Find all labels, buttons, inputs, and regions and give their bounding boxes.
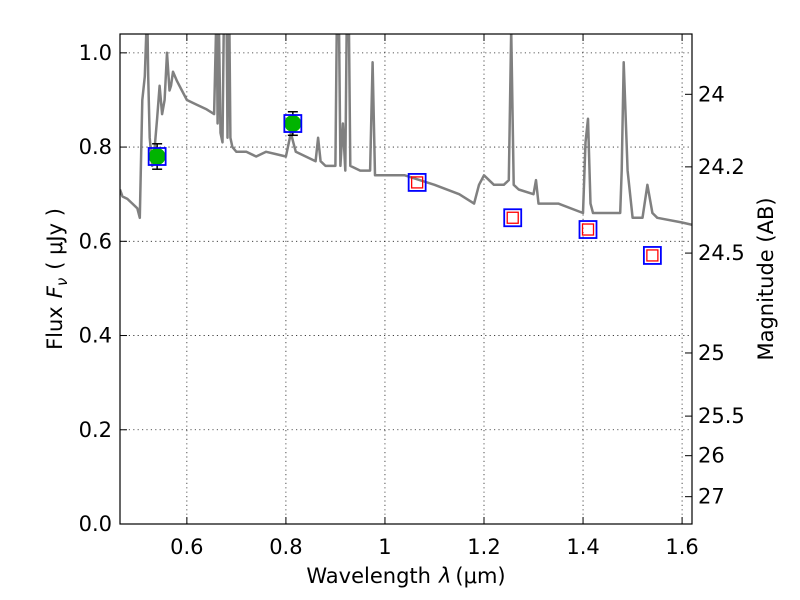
model-square: [642, 246, 662, 265]
y2-tick-label: 25: [698, 341, 725, 365]
y2-tick-label: 24.2: [698, 155, 745, 179]
y2-axis-label: Magnitude (AB): [754, 197, 778, 360]
y2-tick-label: 24: [698, 82, 725, 106]
model-square: [578, 220, 598, 239]
y-tick-label: 0.6: [79, 229, 112, 253]
model-square: [283, 114, 303, 133]
plot-area: [120, 34, 692, 265]
predicted-square: [506, 211, 519, 224]
observed-point: [284, 115, 302, 133]
y2-tick-label: 25.5: [698, 404, 745, 428]
model-square: [407, 173, 427, 192]
predicted-square: [646, 249, 659, 262]
plot-frame: [119, 33, 693, 525]
y2-tick-label: 24.5: [698, 241, 745, 265]
y-tick-label: 0.8: [79, 135, 112, 159]
y-tick-label: 0.0: [79, 512, 112, 536]
y-tick-label: 0.4: [79, 324, 112, 348]
x-tick-label: 1.4: [566, 535, 599, 559]
y-tick-label: 0.2: [79, 418, 112, 442]
x-tick-label: 1.2: [467, 535, 500, 559]
spectrum-line: [120, 34, 692, 227]
x-tick-label: 0.8: [269, 535, 302, 559]
model-square: [147, 147, 167, 166]
x-tick-label: 1.6: [665, 535, 698, 559]
x-tick-label: 1: [378, 535, 391, 559]
predicted-square: [581, 223, 595, 236]
predicted-square: [410, 176, 424, 189]
model-square: [503, 208, 523, 228]
y2-tick-label: 27: [698, 485, 725, 509]
y-axis-label: FluxFν( μJy ): [43, 208, 71, 350]
axes: 0.6 0.8 1 1.2 1.4 1.6 0.0 0.2 0.4 0.6 0.8 1.0 24 24.2…: [79, 34, 745, 559]
y2-tick-label: 26: [698, 444, 725, 468]
x-tick-label: 0.6: [170, 535, 203, 559]
x-axis-label: Wavelength λ (μm): [306, 564, 505, 588]
observed-point: [148, 148, 166, 165]
grid-lines: [120, 34, 692, 525]
y-tick-label: 1.0: [79, 41, 112, 65]
